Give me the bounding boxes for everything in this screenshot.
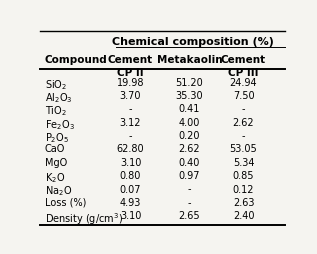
Text: 2.65: 2.65 [179,210,200,220]
Text: MgO: MgO [44,157,67,167]
Text: 2.62: 2.62 [233,117,254,127]
Text: Cement
CP II: Cement CP II [108,55,153,77]
Text: 0.07: 0.07 [120,184,141,194]
Text: Fe$_2$O$_3$: Fe$_2$O$_3$ [44,117,74,131]
Text: Al$_2$O$_3$: Al$_2$O$_3$ [44,91,72,104]
Text: 2.40: 2.40 [233,210,254,220]
Text: Cement
CP III: Cement CP III [221,55,266,77]
Text: 0.12: 0.12 [233,184,254,194]
Text: -: - [129,131,132,140]
Text: 0.41: 0.41 [179,104,200,114]
Text: 3.12: 3.12 [120,117,141,127]
Text: 0.40: 0.40 [179,157,200,167]
Text: 4.93: 4.93 [120,197,141,207]
Text: 0.80: 0.80 [120,170,141,181]
Text: 51.20: 51.20 [176,77,204,87]
Text: 2.62: 2.62 [179,144,200,154]
Text: 7.50: 7.50 [233,91,254,101]
Text: 53.05: 53.05 [230,144,257,154]
Text: 0.85: 0.85 [233,170,254,181]
Text: -: - [242,104,245,114]
Text: 4.00: 4.00 [179,117,200,127]
Text: P$_2$O$_5$: P$_2$O$_5$ [44,131,69,144]
Text: 3.10: 3.10 [120,210,141,220]
Text: -: - [188,197,191,207]
Text: SiO$_2$: SiO$_2$ [44,77,67,91]
Text: Density (g/cm$^3$): Density (g/cm$^3$) [44,210,122,226]
Text: CaO: CaO [44,144,65,154]
Text: 0.97: 0.97 [179,170,200,181]
Text: Compound: Compound [44,55,107,65]
Text: 62.80: 62.80 [117,144,144,154]
Text: Loss (%): Loss (%) [44,197,86,207]
Text: Chemical composition (%): Chemical composition (%) [112,37,274,47]
Text: K$_2$O: K$_2$O [44,170,65,184]
Text: 5.34: 5.34 [233,157,254,167]
Text: 3.10: 3.10 [120,157,141,167]
Text: Metakaolin: Metakaolin [157,55,222,65]
Text: -: - [129,104,132,114]
Text: 24.94: 24.94 [230,77,257,87]
Text: 2.63: 2.63 [233,197,254,207]
Text: TiO$_2$: TiO$_2$ [44,104,67,118]
Text: Na$_2$O: Na$_2$O [44,184,72,198]
Text: -: - [242,131,245,140]
Text: 35.30: 35.30 [176,91,203,101]
Text: 19.98: 19.98 [117,77,144,87]
Text: -: - [188,184,191,194]
Text: 3.70: 3.70 [120,91,141,101]
Text: 0.20: 0.20 [179,131,200,140]
